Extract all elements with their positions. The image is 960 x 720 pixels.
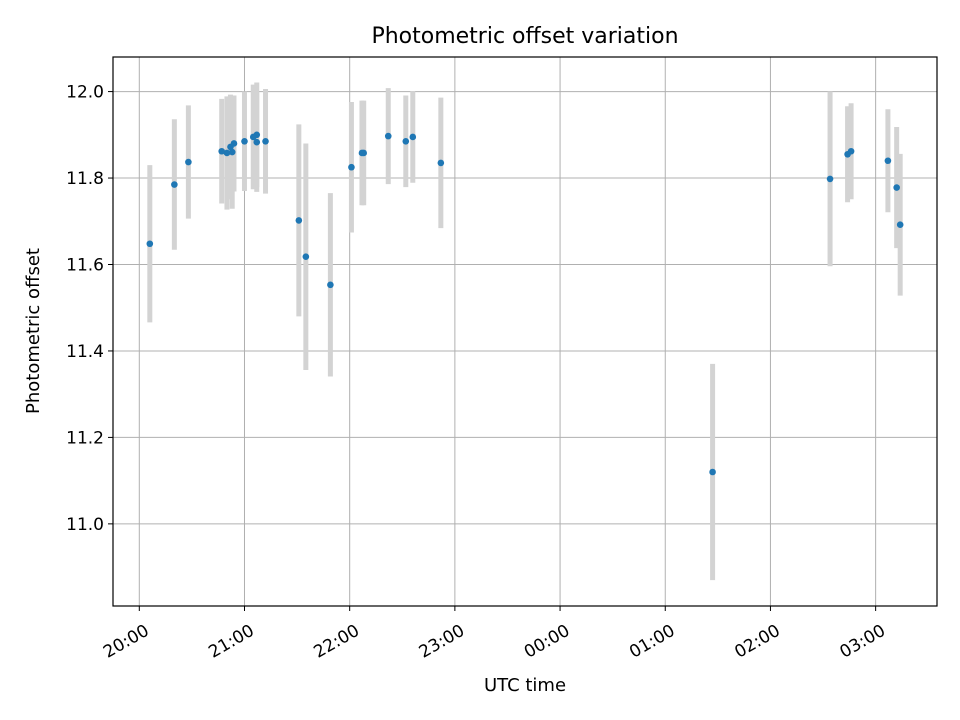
x-axis-label: UTC time [484,675,566,696]
y-tick-label: 11.0 [66,515,104,535]
data-point [230,140,238,147]
data-point [402,137,410,145]
y-tick-label: 11.4 [66,342,104,362]
data-point [241,137,248,145]
data-point [253,138,261,146]
y-tick-label: 12.0 [66,83,104,103]
data-point [146,240,154,248]
data-point [218,147,225,155]
point-layer [146,131,904,476]
data-point [896,221,904,229]
chart-title: Photometric offset variation [371,24,678,49]
y-axis-label: Photometric offset [23,248,44,414]
y-tick-label: 11.2 [66,428,104,448]
data-point [228,148,236,156]
data-point [826,175,834,183]
data-point [409,133,417,141]
y-tick-label: 11.8 [66,169,104,189]
data-point [262,137,269,145]
data-point [348,163,355,171]
data-point [437,159,445,167]
data-point [847,147,855,155]
data-point [327,281,334,289]
data-point [253,131,261,139]
data-point [171,181,178,188]
data-point [384,132,392,140]
data-point [185,158,192,166]
data-point [884,157,892,165]
grid-layer [113,57,937,606]
data-point [360,149,368,157]
data-point [302,253,310,261]
data-point [295,217,303,224]
data-point [709,468,716,476]
data-point [223,149,231,157]
data-point [893,184,900,191]
plot-frame [112,56,938,607]
y-tick-label: 11.6 [66,255,104,275]
